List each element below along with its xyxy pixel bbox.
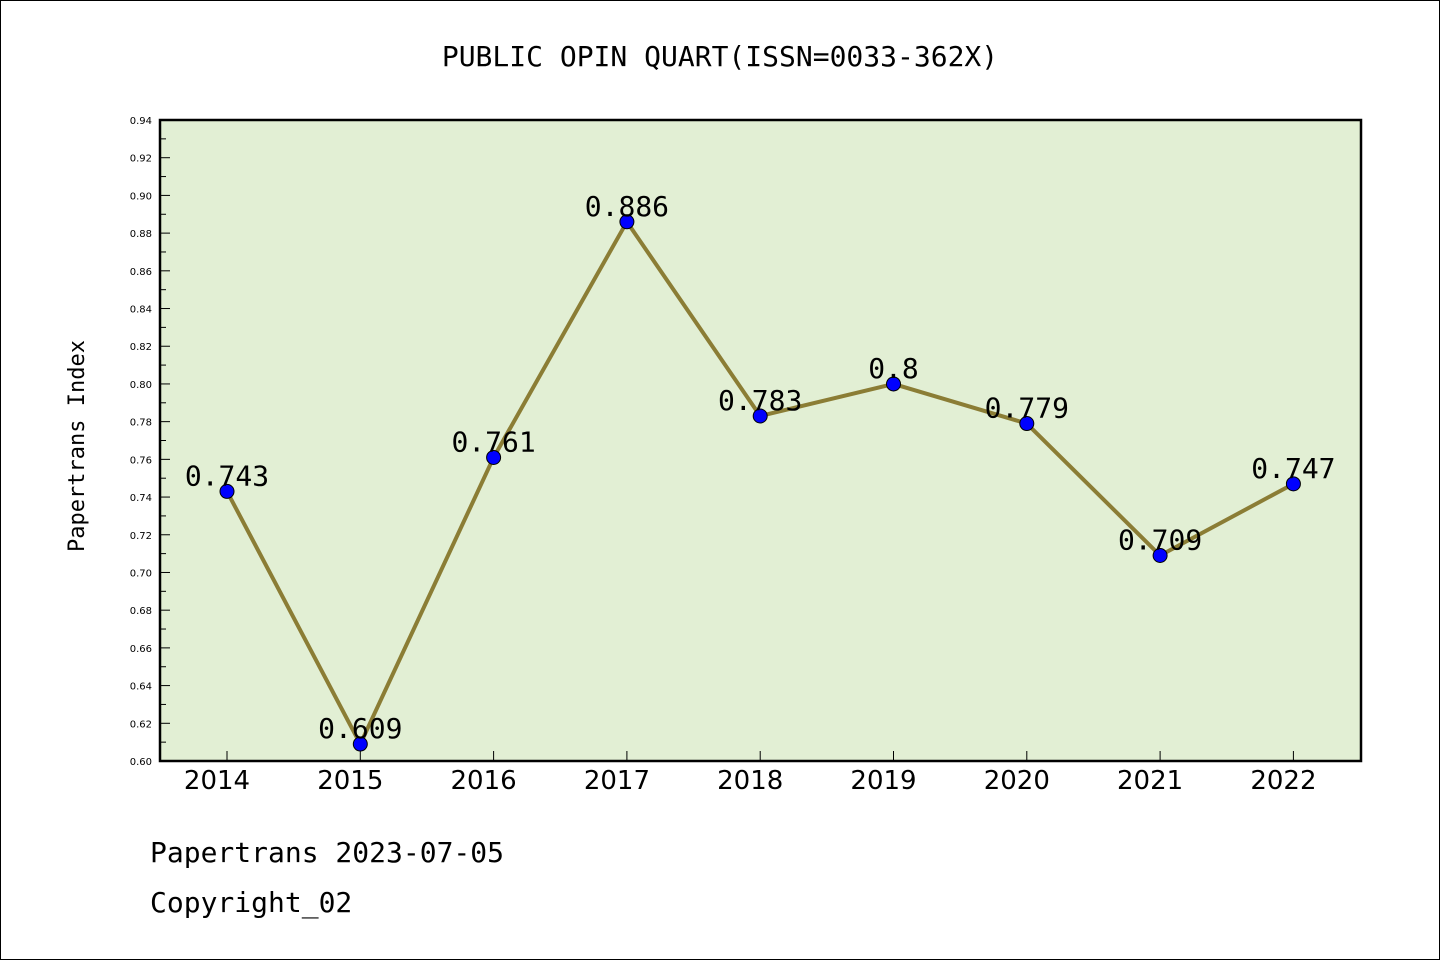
chart-title: PUBLIC OPIN QUART(ISSN=0033-362X) xyxy=(442,40,998,73)
x-tick-label: 2018 xyxy=(717,766,783,796)
data-point xyxy=(486,449,502,465)
data-label: 0.743 xyxy=(185,459,269,492)
data-label: 0.609 xyxy=(318,712,402,745)
x-tick-label: 2014 xyxy=(184,766,250,796)
data-label: 0.747 xyxy=(1251,452,1335,485)
y-tick-label: 0.72 xyxy=(130,531,152,542)
data-label: 0.709 xyxy=(1118,524,1202,557)
data-label: 0.886 xyxy=(585,190,669,223)
x-tick-label: 2019 xyxy=(850,766,916,796)
y-axis-label: Papertrans Index xyxy=(65,340,90,552)
data-point xyxy=(1285,476,1301,492)
data-point xyxy=(219,483,235,499)
x-tick-label: 2016 xyxy=(451,766,517,796)
x-tick-label: 2017 xyxy=(584,766,650,796)
data-point xyxy=(619,214,635,230)
y-tick-label: 0.92 xyxy=(130,154,152,165)
y-tick-label: 0.60 xyxy=(130,757,152,768)
x-tick-label: 2020 xyxy=(984,766,1050,796)
y-tick-label: 0.80 xyxy=(130,380,152,391)
y-tick-label: 0.78 xyxy=(130,418,152,429)
y-tick-label: 0.70 xyxy=(130,568,152,579)
data-label: 0.783 xyxy=(718,384,802,417)
footer-copyright: Copyright_02 xyxy=(150,886,353,919)
y-tick-label: 0.94 xyxy=(130,116,152,127)
y-tick-label: 0.84 xyxy=(130,305,152,316)
x-axis: 2014 2015 2016 2017 2018 2019 2020 2021 2022 xyxy=(184,751,1316,796)
y-tick-label: 0.88 xyxy=(130,229,152,240)
y-tick-label: 0.62 xyxy=(130,719,152,730)
x-tick-label: 2022 xyxy=(1250,766,1316,796)
data-point xyxy=(1152,548,1168,564)
data-label: 0.8 xyxy=(868,352,919,385)
y-tick-label: 0.68 xyxy=(130,606,152,617)
x-tick-label: 2015 xyxy=(317,766,383,796)
plot-area xyxy=(158,118,1363,763)
y-tick-label: 0.76 xyxy=(130,455,152,466)
footer-date: Papertrans 2023-07-05 xyxy=(150,836,505,869)
data-labels: 0.743 0.609 0.761 0.886 0.783 0.8 0.779 0.709 0.… xyxy=(185,190,1336,745)
data-label: 0.761 xyxy=(451,425,535,458)
y-tick-label: 0.66 xyxy=(130,644,152,655)
data-point xyxy=(886,376,901,392)
data-point xyxy=(752,408,768,424)
data-point xyxy=(352,736,368,752)
y-tick-label: 0.90 xyxy=(130,191,152,202)
y-axis: 0.60 0.62 0.64 0.66 0.68 0.70 0.72 0.74 0.76 0.78… xyxy=(130,116,170,768)
x-tick-label: 2021 xyxy=(1117,766,1183,796)
y-tick-label: 0.82 xyxy=(130,342,152,353)
y-tick-label: 0.86 xyxy=(130,267,152,278)
data-label: 0.779 xyxy=(985,392,1069,425)
data-points xyxy=(219,214,1301,752)
y-tick-label: 0.74 xyxy=(130,493,152,504)
data-point xyxy=(1019,416,1035,432)
y-tick-label: 0.64 xyxy=(130,682,152,693)
